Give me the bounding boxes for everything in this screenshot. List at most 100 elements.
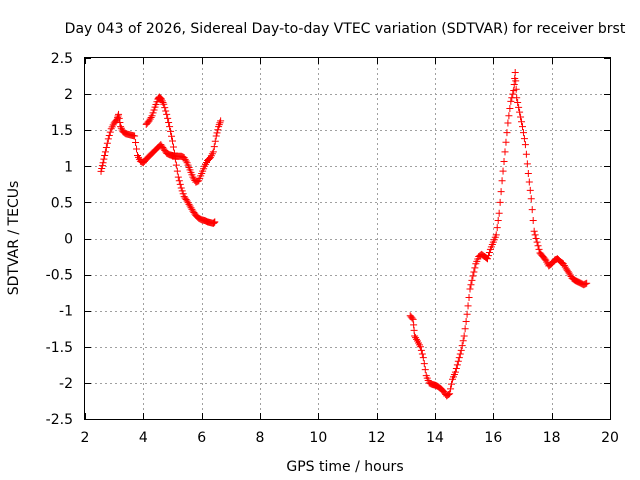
data-point-interp: [150, 106, 158, 114]
data-point: [530, 227, 538, 235]
data-point: [419, 354, 427, 362]
data-point-interp: [448, 380, 456, 388]
data-point-interp: [105, 131, 113, 139]
y-tick-label: 1: [64, 159, 73, 175]
data-point: [457, 346, 465, 354]
grid: [85, 58, 610, 419]
x-tick-label: 20: [601, 430, 619, 446]
data-point-interp: [505, 112, 513, 120]
data-point: [495, 209, 503, 217]
x-tick-label: 16: [484, 430, 502, 446]
data-point: [533, 238, 541, 246]
data-point-interp: [497, 188, 505, 196]
data-point-interp: [529, 216, 537, 224]
data-point-interp: [132, 138, 140, 146]
data-point: [97, 167, 105, 175]
y-tick-label: -1: [59, 304, 73, 320]
x-tick-label: 4: [139, 430, 148, 446]
data-point-interp: [522, 150, 530, 158]
x-tick-label: 10: [309, 430, 327, 446]
data-point-interp: [170, 149, 178, 157]
data-point-interp: [512, 85, 520, 93]
data-point-interp: [98, 164, 106, 172]
data-point-interp: [178, 187, 186, 195]
axis-ticks: [85, 58, 611, 420]
data-point-interp: [417, 346, 425, 354]
x-tick-label: 12: [368, 430, 386, 446]
data-point-interp: [147, 113, 155, 121]
data-point-interp: [519, 129, 527, 137]
data-point-interp: [515, 103, 523, 111]
data-point: [446, 390, 454, 398]
data-point-interp: [525, 178, 533, 186]
data-point-interp: [532, 235, 540, 242]
data-point-interp: [445, 390, 453, 398]
data-point: [511, 68, 519, 76]
y-tick-label: 0.5: [51, 195, 73, 211]
data-point: [501, 148, 509, 156]
data-point: [463, 310, 471, 318]
x-tick-label: 6: [197, 430, 206, 446]
data-point: [527, 195, 535, 203]
data-point-interp: [158, 97, 166, 105]
data-point-interp: [455, 354, 463, 362]
data-point: [498, 177, 506, 185]
data-point: [416, 343, 424, 351]
y-tick-label: 2: [64, 87, 73, 103]
x-tick-labels: 2 4 6 8 10 12 14 16 18 20: [81, 430, 619, 446]
data-point-interp: [408, 314, 416, 322]
data-point: [148, 112, 156, 120]
data-point: [466, 285, 474, 293]
data-point-interp: [149, 109, 157, 117]
data-point: [163, 110, 171, 118]
data-point-interp: [413, 335, 421, 343]
data-point-interp: [503, 129, 511, 137]
data-point-interp: [182, 157, 190, 165]
y-tick-label: 2.5: [51, 51, 73, 67]
data-point-interp: [159, 99, 167, 107]
data-point: [166, 123, 174, 131]
data-point-interp: [176, 180, 184, 188]
data-point: [521, 141, 529, 149]
data-point-interp: [420, 360, 428, 368]
data-point-interp: [502, 138, 510, 146]
data-point-interp: [499, 167, 507, 175]
x-tick-label: 2: [81, 430, 90, 446]
data-point-interp: [512, 77, 520, 85]
data-point: [513, 94, 521, 102]
data-point-interp: [500, 157, 508, 165]
data-point: [516, 108, 524, 116]
data-point-interp: [510, 80, 518, 88]
data-point-interp: [106, 128, 114, 136]
data-point: [212, 132, 220, 140]
data-point-interp: [534, 242, 542, 250]
y-tick-label: -2: [59, 376, 73, 392]
chart-title: Day 043 of 2026, Sidereal Day-to-day VTE…: [65, 21, 626, 37]
data-point-interp: [528, 206, 536, 214]
data-point: [469, 272, 477, 280]
y-axis-title: SDTVAR / TECUs: [6, 181, 22, 296]
data-point-interp: [162, 107, 170, 115]
data-point-interp: [168, 132, 176, 140]
data-point-interp: [493, 224, 501, 232]
data-point-interp: [496, 198, 504, 206]
data-point: [101, 148, 109, 156]
data-point-interp: [506, 105, 514, 113]
data-point: [454, 357, 462, 365]
data-point: [104, 135, 112, 143]
x-axis-title: GPS time / hours: [286, 459, 403, 475]
data-point: [492, 231, 500, 239]
y-tick-label: -0.5: [46, 268, 73, 284]
x-tick-label: 8: [256, 430, 265, 446]
data-point-interp: [518, 118, 526, 126]
data-point-interp: [523, 160, 531, 168]
data-point-interp: [447, 385, 455, 393]
data-point: [209, 148, 217, 156]
data-point: [177, 184, 185, 192]
data-point: [451, 368, 459, 376]
data-point-interp: [531, 231, 539, 239]
data-point-interp: [458, 342, 466, 350]
data-point-interp: [535, 245, 543, 253]
data-point-interp: [484, 252, 492, 260]
data-point-interp: [452, 364, 460, 372]
